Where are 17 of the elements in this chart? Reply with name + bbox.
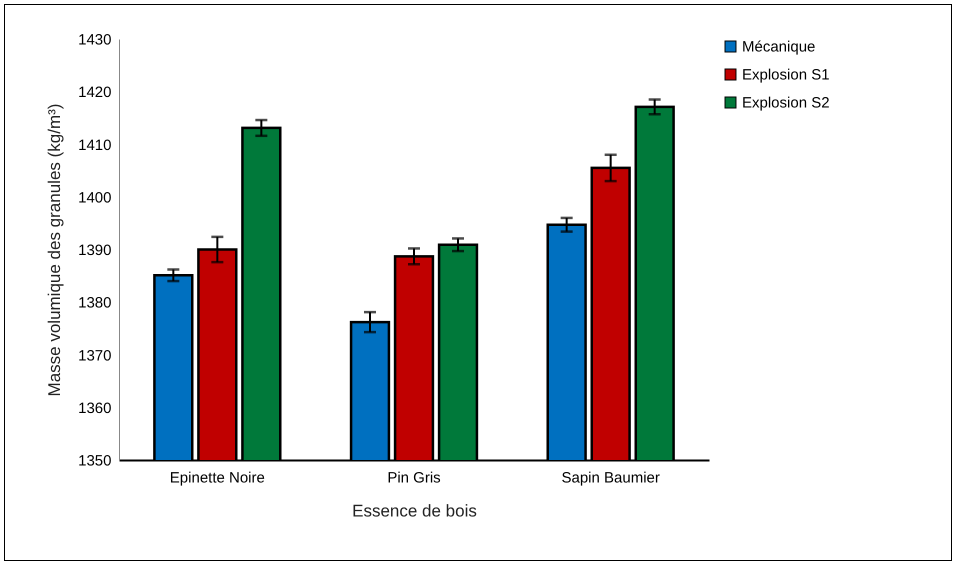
legend-label: Explosion S1 — [742, 66, 830, 84]
y-tick-label: 1360 — [78, 400, 112, 417]
x-axis-title: Essence de bois — [352, 502, 477, 520]
y-tick-label: 1410 — [78, 136, 112, 154]
y-tick-label: 1370 — [78, 347, 112, 364]
y-tick-label: 1350 — [78, 452, 112, 470]
y-tick-label: 1400 — [78, 189, 112, 206]
x-tick-label: Pin Gris — [387, 470, 441, 486]
y-axis-title: Masse volumique des granules (kg/m³) — [45, 104, 64, 396]
x-tick-label: Epinette Noire — [170, 470, 265, 486]
y-tick-label: 1390 — [78, 242, 112, 259]
legend-label: Explosion S2 — [742, 94, 830, 112]
y-tick-label: 1430 — [78, 32, 112, 48]
legend-label: Mécanique — [742, 38, 816, 56]
y-tick-label: 1420 — [78, 84, 112, 102]
y-tick-label: 1380 — [78, 294, 112, 312]
x-tick-label: Sapin Baumier — [561, 470, 660, 486]
